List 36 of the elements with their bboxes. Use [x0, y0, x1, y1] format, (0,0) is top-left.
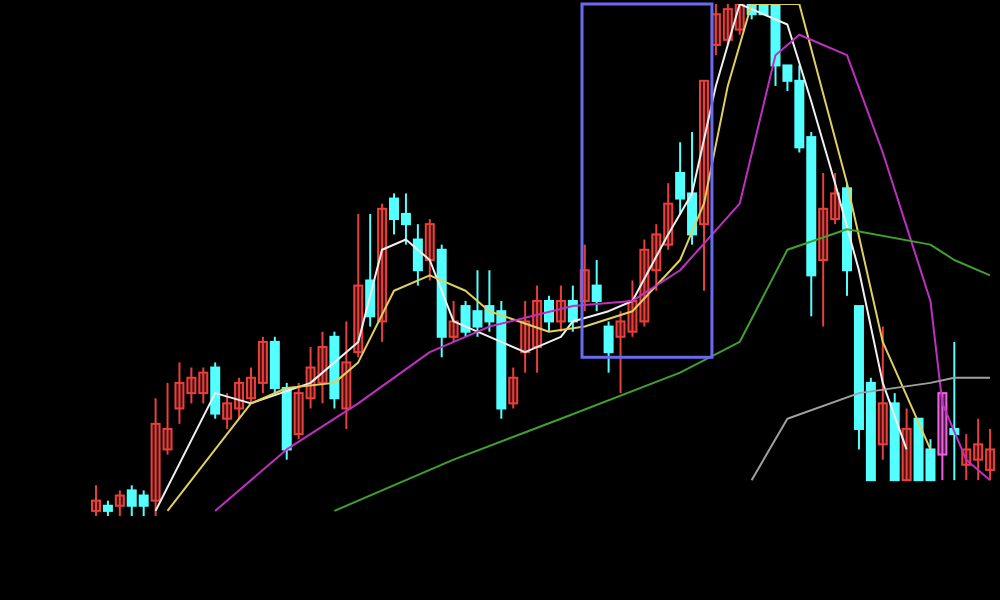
- candlestick: [162, 381, 173, 456]
- candlestick: [186, 366, 197, 405]
- candlestick: [150, 397, 161, 516]
- candlestick: [412, 223, 423, 287]
- candlestick: [341, 320, 352, 430]
- candlestick: [615, 310, 626, 395]
- candlestick: [973, 417, 984, 482]
- candlestick: [353, 212, 364, 359]
- candlestick: [722, 4, 733, 46]
- candlestick: [234, 376, 245, 420]
- candlestick: [424, 218, 435, 282]
- candlestick: [508, 366, 519, 410]
- candlestick: [91, 484, 101, 516]
- candlestick: [663, 182, 674, 251]
- candlestick: [210, 361, 221, 420]
- candlestick: [448, 299, 459, 343]
- candlestick: [257, 335, 268, 395]
- candlestick: [651, 223, 662, 292]
- candlestick: [222, 392, 233, 430]
- candlestick: [377, 202, 388, 343]
- candlestick: [245, 366, 256, 405]
- candlestick: [818, 171, 829, 328]
- candlestick: [985, 427, 996, 482]
- candlestick: [174, 361, 185, 425]
- candlestick: [603, 320, 614, 374]
- candlestick: [877, 325, 888, 461]
- candlestick: [544, 294, 554, 333]
- candlestick: [114, 489, 125, 516]
- candlestick: [591, 259, 602, 313]
- candlestick: [555, 284, 566, 333]
- candlestick: [937, 392, 948, 482]
- candlestick: [293, 381, 304, 441]
- candlestick: [901, 407, 912, 482]
- candlestick: [198, 366, 209, 405]
- candlestick: [830, 171, 841, 226]
- candlestick: [317, 330, 328, 405]
